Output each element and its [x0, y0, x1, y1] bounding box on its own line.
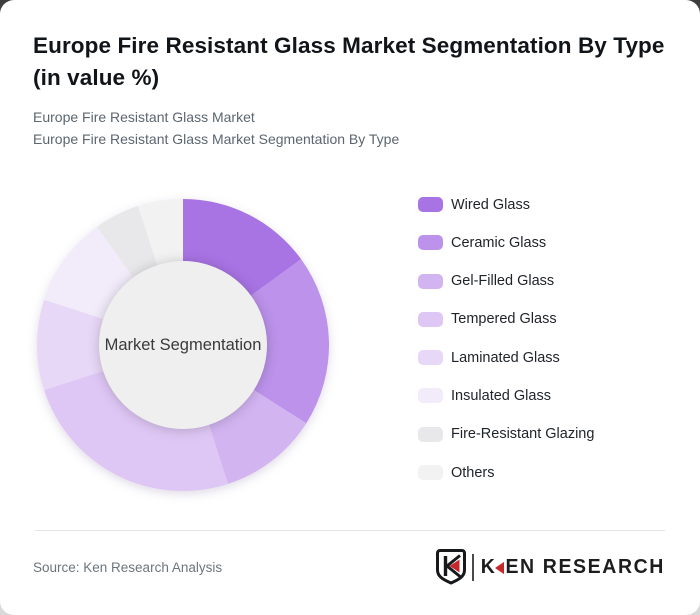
legend-label: Others	[451, 464, 495, 481]
chart-subtitle: Europe Fire Resistant Glass Market Europ…	[33, 107, 653, 150]
legend-item-tempered-glass[interactable]: Tempered Glass	[418, 311, 594, 328]
legend-item-laminated-glass[interactable]: Laminated Glass	[418, 349, 594, 366]
logo-red-triangle-icon	[495, 561, 505, 574]
legend-item-wired-glass[interactable]: Wired Glass	[418, 196, 594, 213]
ken-research-shield-icon	[435, 549, 466, 585]
donut-center-label: Market Segmentation	[105, 336, 262, 354]
donut-segment-fire-resistant-glazing[interactable]	[97, 206, 158, 278]
legend-swatch	[418, 197, 443, 212]
donut-segment-wired-glass[interactable]	[183, 199, 302, 296]
legend-swatch	[418, 235, 443, 251]
legend-label: Fire-Resistant Glazing	[451, 426, 595, 443]
legend-item-fire-resistant-glazing[interactable]: Fire-Resistant Glazing	[418, 426, 595, 443]
chart-legend: Wired Glass Ceramic Glass Gel-Filled Glass…	[418, 197, 594, 503]
legend-label: Gel-Filled Glass	[451, 273, 555, 290]
legend-swatch	[418, 426, 443, 442]
legend-label: Ceramic Glass	[451, 234, 547, 251]
legend-item-gel-filled-glass[interactable]: Gel-Filled Glass	[418, 273, 594, 290]
donut-segment-others[interactable]	[137, 199, 183, 266]
donut-segment-tempered-glass[interactable]	[44, 370, 229, 491]
legend-label: Laminated Glass	[451, 349, 560, 366]
legend-item-others[interactable]: Others	[418, 464, 594, 481]
logo-wordmark-rest: EN RESEARCH	[505, 555, 665, 578]
legend-swatch	[418, 350, 443, 366]
legend-swatch	[418, 388, 443, 404]
legend-item-insulated-glass[interactable]: Insulated Glass	[418, 387, 594, 404]
logo-wordmark: K EN RESEARCH	[481, 555, 665, 578]
donut-center-circle	[99, 261, 267, 429]
legend-label: Wired Glass	[451, 196, 530, 213]
donut-segment-ceramic-glass[interactable]	[250, 259, 329, 424]
legend-label: Tempered Glass	[451, 311, 557, 328]
legend-item-ceramic-glass[interactable]: Ceramic Glass	[418, 234, 594, 251]
legend-swatch	[418, 465, 443, 481]
legend-swatch	[418, 273, 443, 289]
legend-label: Insulated Glass	[451, 387, 551, 404]
legend-swatch	[418, 311, 443, 327]
source-note: Source: Ken Research Analysis	[33, 560, 223, 575]
footer-divider	[35, 530, 665, 531]
donut-chart: Market Segmentation	[33, 195, 333, 495]
donut-segment-insulated-glass[interactable]	[44, 226, 134, 320]
donut-segment-gel-filled-glass[interactable]	[208, 389, 307, 484]
donut-segment-laminated-glass[interactable]	[37, 299, 104, 391]
ken-research-logo: K EN RESEARCH	[435, 546, 665, 588]
donut-segments	[37, 199, 329, 491]
logo-separator	[471, 553, 474, 581]
page-title: Europe Fire Resistant Glass Market Segme…	[33, 33, 665, 90]
donut-chart-svg: Market Segmentation	[37, 199, 329, 491]
subtitle-line-1: Europe Fire Resistant Glass Market	[33, 109, 255, 125]
logo-wordmark-k: K	[480, 555, 497, 578]
subtitle-line-2: Europe Fire Resistant Glass Market Segme…	[33, 130, 400, 147]
